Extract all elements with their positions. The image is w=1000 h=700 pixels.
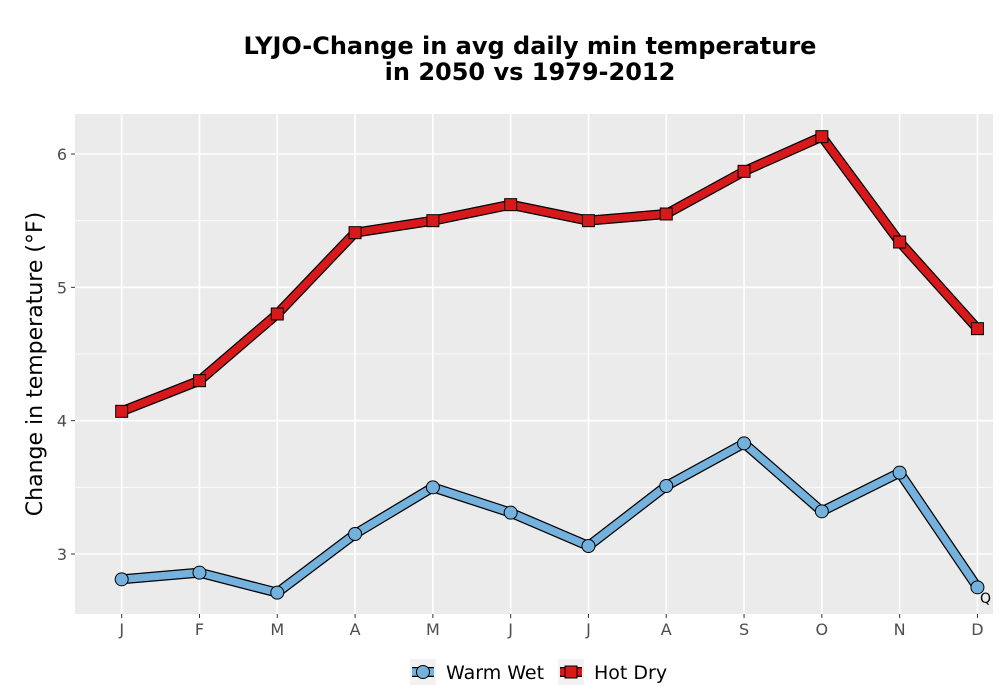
data-point	[581, 214, 595, 228]
legend: Warm Wet Hot Dry	[410, 659, 667, 685]
data-point	[425, 480, 440, 495]
y-tick-label: 3	[57, 545, 67, 564]
x-tick-label: J	[507, 620, 513, 639]
data-point	[581, 539, 596, 553]
data-point	[114, 572, 129, 587]
data-point	[348, 226, 362, 240]
legend-key-marker	[564, 665, 578, 679]
legend-key-marker	[416, 665, 430, 679]
x-tick-label: M	[270, 620, 284, 639]
series-hot-dry	[115, 130, 984, 418]
data-point	[192, 565, 207, 580]
x-tick-label: A	[350, 620, 361, 639]
y-tick-label: 4	[57, 412, 67, 431]
x-tick-label: M	[426, 620, 440, 639]
chart-title-line-2: in 2050 vs 1979-2012	[385, 58, 676, 86]
data-point	[426, 214, 440, 228]
y-axis-title: Change in temperature (°F)	[23, 212, 48, 516]
x-tick-label: D	[971, 620, 983, 639]
y-axis: 3 4 5 6	[57, 145, 75, 564]
data-point	[814, 504, 829, 519]
x-tick-label: A	[661, 620, 672, 639]
data-point	[270, 307, 284, 321]
x-tick-label: J	[118, 620, 124, 639]
x-tick-label: N	[894, 620, 906, 639]
x-tick-label: S	[739, 620, 749, 639]
series-layer	[114, 130, 985, 600]
data-point	[737, 436, 752, 451]
x-tick-label: O	[816, 620, 829, 639]
y-tick-label: 5	[57, 278, 67, 297]
legend-item-hot-dry: Hot Dry	[558, 659, 667, 685]
data-point	[659, 479, 674, 493]
legend-label: Warm Wet	[446, 662, 544, 684]
plot-panel	[75, 114, 993, 614]
legend-item-warm-wet: Warm Wet	[410, 659, 544, 685]
data-point	[970, 580, 985, 595]
data-point	[348, 527, 363, 541]
data-point	[270, 585, 285, 600]
data-point	[503, 505, 518, 520]
data-point	[970, 322, 984, 336]
x-tick-label: J	[585, 620, 591, 639]
series-line	[117, 439, 982, 597]
data-point	[115, 404, 129, 418]
data-point	[892, 465, 907, 480]
series-warm-wet	[114, 436, 985, 600]
data-point	[504, 198, 518, 212]
data-point	[192, 374, 206, 388]
series-line	[117, 132, 982, 416]
data-point	[659, 207, 673, 221]
data-point	[737, 164, 751, 178]
corner-mark: Q	[980, 591, 991, 607]
x-tick-label: F	[195, 620, 204, 639]
y-tick-label: 6	[57, 145, 67, 164]
data-point	[893, 235, 907, 249]
chart-title-line-1: LYJO-Change in avg daily min temperature	[244, 32, 817, 60]
legend-label: Hot Dry	[594, 662, 667, 684]
data-point	[815, 130, 829, 144]
